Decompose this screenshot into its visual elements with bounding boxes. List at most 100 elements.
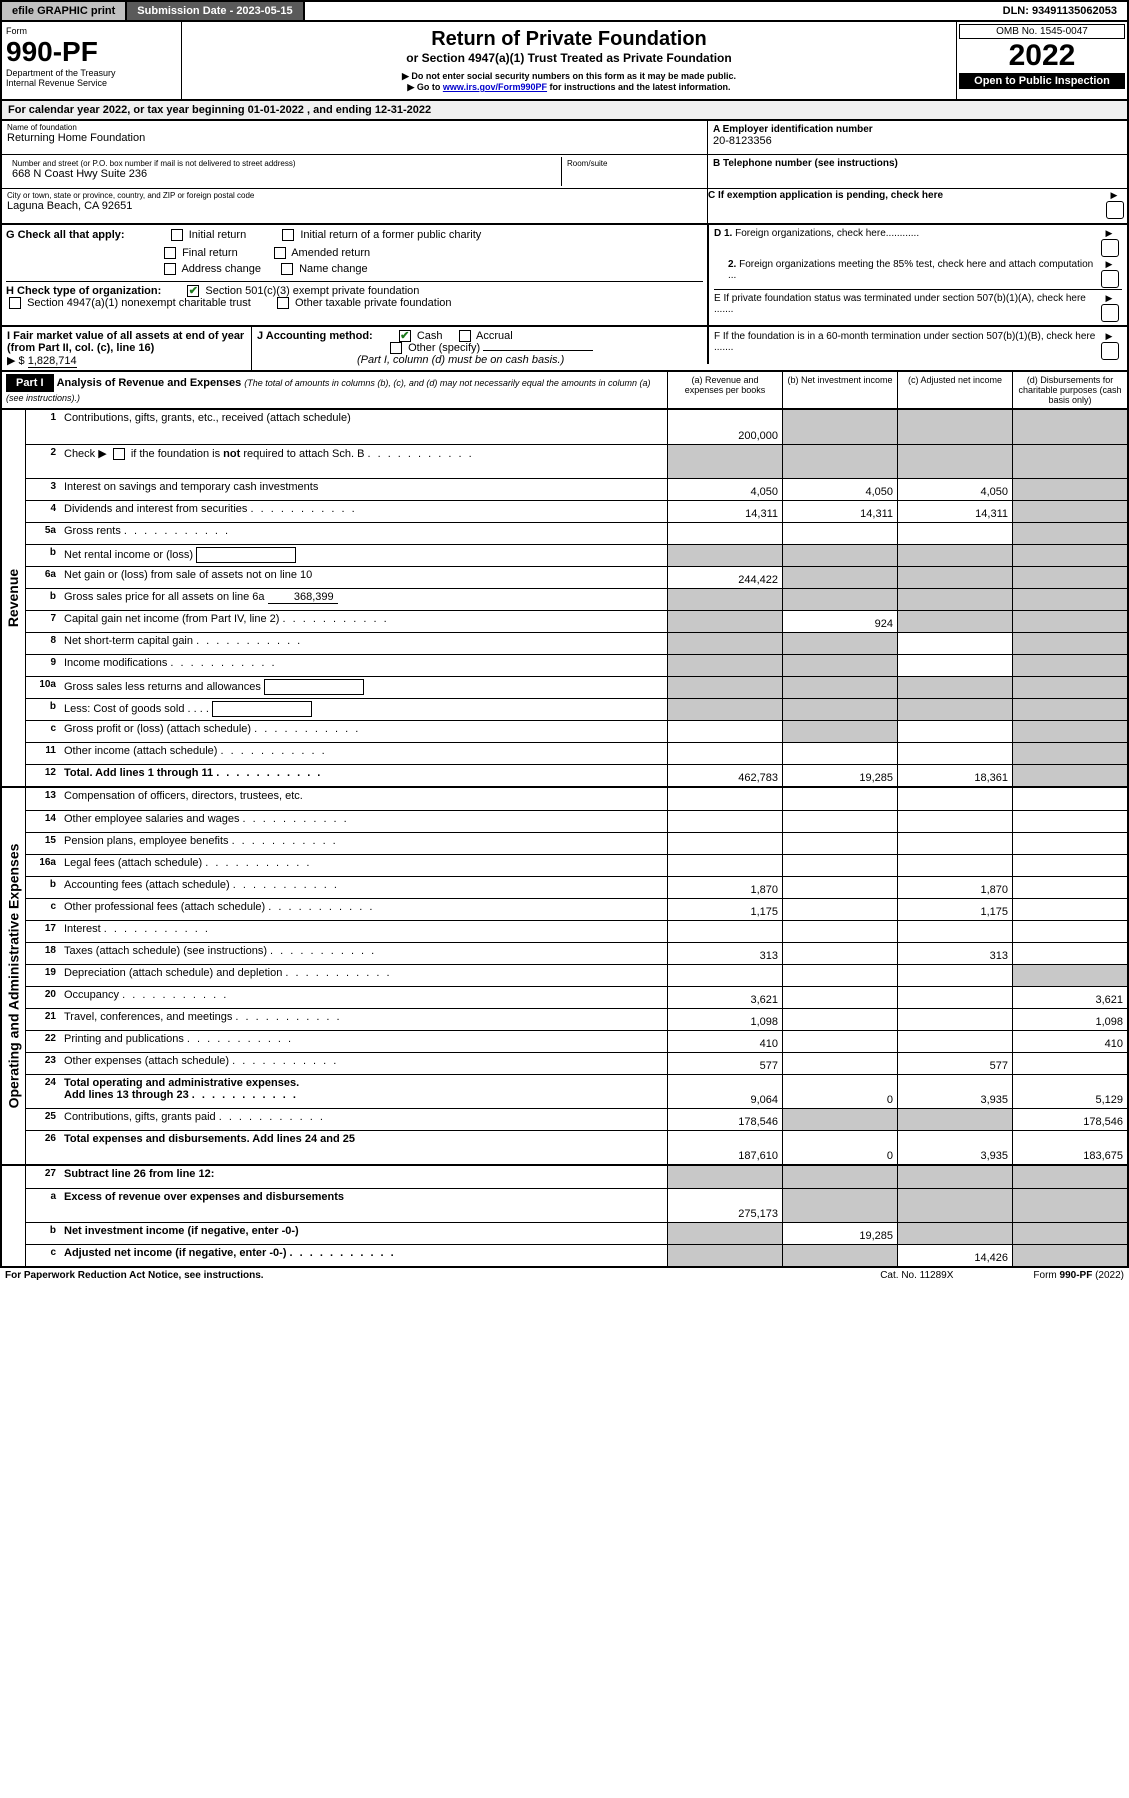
e-checkbox[interactable]	[1101, 304, 1119, 322]
dln-label: DLN: 93491135062053	[993, 2, 1127, 20]
g-name-checkbox[interactable]	[281, 263, 293, 275]
h-4947-checkbox[interactable]	[9, 297, 21, 309]
cell-b	[782, 721, 897, 742]
e-label: E If private foundation status was termi…	[714, 293, 1098, 315]
street-address: 668 N Coast Hwy Suite 236	[12, 168, 147, 180]
cell-c: 14,426	[897, 1245, 1012, 1266]
i-value: 1,828,714	[28, 355, 77, 368]
line-text: Adjusted net income (if negative, enter …	[60, 1245, 667, 1266]
instructions-link[interactable]: www.irs.gov/Form990PF	[443, 82, 547, 92]
cell-b	[782, 1109, 897, 1130]
cell-a: 1,870	[667, 877, 782, 898]
line-text: Travel, conferences, and meetings	[60, 1009, 667, 1030]
line-num: 15	[26, 833, 60, 854]
cell-a: 4,050	[667, 479, 782, 500]
cell-a	[667, 589, 782, 610]
f-checkbox[interactable]	[1101, 342, 1119, 360]
cell-d	[1012, 899, 1127, 920]
d2-checkbox[interactable]	[1101, 270, 1119, 288]
line-text: Other expenses (attach schedule)	[60, 1053, 667, 1074]
line-num: 27	[26, 1166, 60, 1188]
part1-header: Part I Analysis of Revenue and Expenses …	[0, 372, 1129, 410]
cell-c	[897, 965, 1012, 986]
revenue-table: Revenue 1Contributions, gifts, grants, e…	[0, 410, 1129, 788]
line-num: 23	[26, 1053, 60, 1074]
line-num: b	[26, 1223, 60, 1244]
g-initial-checkbox[interactable]	[171, 229, 183, 241]
footer-left: For Paperwork Reduction Act Notice, see …	[5, 1270, 880, 1281]
note-ssn: ▶ Do not enter social security numbers o…	[188, 71, 950, 82]
j-cash-checkbox[interactable]	[399, 330, 411, 342]
cell-b	[782, 877, 897, 898]
col-d-hdr: (d) Disbursements for charitable purpose…	[1012, 372, 1127, 408]
d1-checkbox[interactable]	[1101, 239, 1119, 257]
cell-d	[1012, 765, 1127, 786]
h-o3: Other taxable private foundation	[295, 297, 452, 309]
h-other-checkbox[interactable]	[277, 297, 289, 309]
line-text: Total. Add lines 1 through 11	[60, 765, 667, 786]
g-initial-public-checkbox[interactable]	[282, 229, 294, 241]
line-num: 9	[26, 655, 60, 676]
cell-c	[897, 523, 1012, 544]
c-label: C If exemption application is pending, c…	[708, 190, 1103, 201]
cell-d	[1012, 1053, 1127, 1074]
j-accrual-checkbox[interactable]	[459, 330, 471, 342]
cell-b	[782, 943, 897, 964]
footer-right: Form 990-PF (2022)	[1033, 1270, 1124, 1281]
cell-d	[1012, 611, 1127, 632]
line-num: 13	[26, 788, 60, 810]
line-num: 11	[26, 743, 60, 764]
cell-c: 18,361	[897, 765, 1012, 786]
dept-label: Department of the Treasury	[6, 68, 177, 78]
efile-label[interactable]: efile GRAPHIC print	[2, 2, 127, 20]
line-num: b	[26, 589, 60, 610]
schb-checkbox[interactable]	[113, 448, 125, 460]
entity-info: Name of foundation Returning Home Founda…	[0, 121, 1129, 225]
f-label: F If the foundation is in a 60-month ter…	[714, 331, 1098, 353]
cell-b	[782, 987, 897, 1008]
form-subtitle: or Section 4947(a)(1) Trust Treated as P…	[188, 51, 950, 65]
cell-b	[782, 410, 897, 444]
cell-d	[1012, 589, 1127, 610]
cell-d	[1012, 677, 1127, 698]
cell-b	[782, 1009, 897, 1030]
g-label: G Check all that apply:	[6, 229, 125, 241]
cell-c	[897, 855, 1012, 876]
cell-b	[782, 1031, 897, 1052]
cell-b	[782, 545, 897, 566]
room-label: Room/suite	[567, 159, 697, 168]
g-amended-checkbox[interactable]	[274, 247, 286, 259]
cell-d	[1012, 921, 1127, 942]
c-checkbox[interactable]	[1106, 201, 1124, 219]
cell-c: 1,870	[897, 877, 1012, 898]
line-num: c	[26, 899, 60, 920]
cell-d	[1012, 743, 1127, 764]
cell-c	[897, 655, 1012, 676]
cell-b	[782, 921, 897, 942]
name-label: Name of foundation	[7, 123, 702, 132]
line-num: 14	[26, 811, 60, 832]
h-501c3-checkbox[interactable]	[187, 285, 199, 297]
line-text: Net investment income (if negative, ente…	[60, 1223, 667, 1244]
line-text: Taxes (attach schedule) (see instruction…	[60, 943, 667, 964]
line-text: Gross sales less returns and allowances	[60, 677, 667, 698]
cell-b	[782, 677, 897, 698]
g-final-checkbox[interactable]	[164, 247, 176, 259]
cell-d	[1012, 855, 1127, 876]
arrow-icon	[1106, 293, 1115, 304]
col-b-hdr: (b) Net investment income	[782, 372, 897, 408]
cell-b	[782, 523, 897, 544]
line-num: 20	[26, 987, 60, 1008]
g-address-checkbox[interactable]	[164, 263, 176, 275]
calyear-begin: 01-01-2022	[248, 104, 304, 116]
line-num: 12	[26, 765, 60, 786]
cell-c	[897, 410, 1012, 444]
form-word: Form	[6, 26, 177, 36]
cell-d	[1012, 523, 1127, 544]
cell-a	[667, 721, 782, 742]
line-text: Excess of revenue over expenses and disb…	[60, 1189, 667, 1222]
line-text: Legal fees (attach schedule)	[60, 855, 667, 876]
j-other-checkbox[interactable]	[390, 342, 402, 354]
line-text: Dividends and interest from securities	[60, 501, 667, 522]
cell-c	[897, 1009, 1012, 1030]
